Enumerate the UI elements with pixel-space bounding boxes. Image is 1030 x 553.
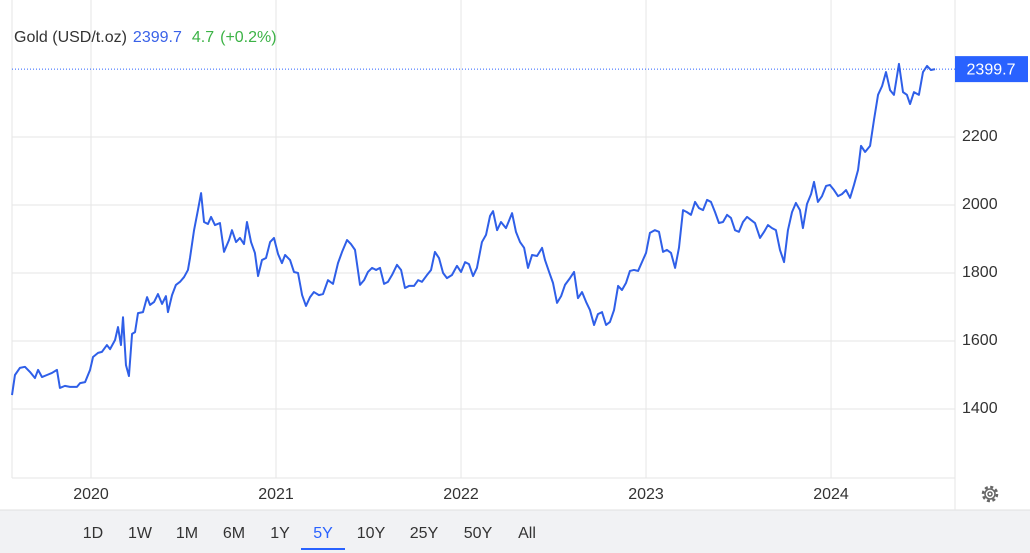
gear-body	[984, 488, 996, 500]
range-button[interactable]: 10Y	[357, 525, 386, 542]
price-line-series	[11, 62, 936, 396]
header: Gold (USD/t.oz) 2399.7 4.7 (+0.2%)	[14, 29, 277, 46]
range-button[interactable]: 1M	[176, 525, 198, 542]
header-change-pct: (+0.2%)	[220, 29, 276, 46]
range-button[interactable]: 5Y	[313, 525, 333, 542]
price-tag	[955, 56, 1028, 83]
header-price: 2399.7	[133, 29, 182, 46]
price-tag-label: 2399.7	[967, 61, 1016, 78]
range-button[interactable]: 1Y	[270, 525, 290, 542]
x-tick-label: 2022	[443, 486, 479, 503]
x-tick-label: 2021	[258, 486, 294, 503]
header-change: 4.7	[192, 29, 214, 46]
instrument-name: Gold (USD/t.oz)	[14, 29, 127, 46]
range-button[interactable]: 50Y	[464, 525, 493, 542]
range-bar	[0, 510, 1030, 553]
range-button[interactable]: 1W	[128, 525, 153, 542]
y-tick-label: 1800	[962, 264, 998, 281]
y-tick-label: 2200	[962, 128, 998, 145]
gear-hole	[987, 491, 993, 497]
range-button[interactable]: 1D	[83, 525, 103, 542]
y-tick-label: 1600	[962, 332, 998, 349]
x-tick-label: 2024	[813, 486, 849, 503]
range-button[interactable]: All	[518, 525, 536, 542]
settings-icon[interactable]	[981, 485, 999, 503]
gear-teeth	[981, 485, 999, 503]
x-tick-label: 2023	[628, 486, 664, 503]
x-tick-label: 2020	[73, 486, 109, 503]
range-selected-underline	[301, 548, 345, 550]
range-button[interactable]: 6M	[223, 525, 245, 542]
y-tick-label: 2000	[962, 196, 998, 213]
range-button[interactable]: 25Y	[410, 525, 439, 542]
y-tick-label: 1400	[962, 400, 998, 417]
